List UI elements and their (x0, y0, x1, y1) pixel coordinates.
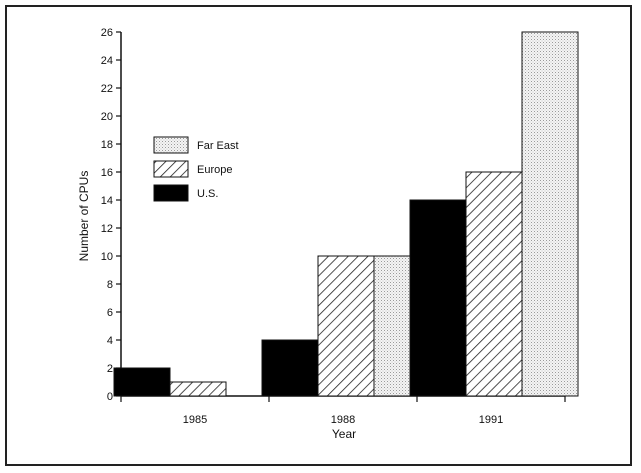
x-axis-title: Year (332, 427, 356, 441)
legend-label: Far East (197, 140, 239, 152)
bar-europe-1988 (317, 255, 375, 397)
y-tick-label: 6 (107, 307, 113, 319)
y-tick-label: 16 (101, 167, 113, 179)
y-tick-label: 18 (101, 139, 113, 151)
legend-swatch (153, 136, 189, 154)
y-tick-label: 14 (101, 195, 113, 207)
y-tick-label: 20 (101, 111, 113, 123)
bar-u-s-1985 (113, 367, 171, 397)
x-tick-label: 1985 (183, 414, 207, 426)
y-tick-label: 8 (107, 279, 113, 291)
y-tick-label: 12 (101, 223, 113, 235)
x-tick-label: 1991 (479, 414, 503, 426)
legend-swatch (153, 160, 189, 178)
bar-far-east-1991 (521, 31, 579, 397)
bar-u-s-1991 (409, 199, 467, 397)
legend-label: U.S. (197, 188, 218, 200)
y-tick-label: 4 (107, 335, 113, 347)
legend: Far East Europe U.S. (153, 136, 239, 202)
y-tick-label: 26 (101, 27, 113, 39)
y-tick-label: 2 (107, 363, 113, 375)
bar-u-s-1988 (261, 339, 319, 397)
legend-swatch (153, 184, 189, 202)
y-tick-label: 22 (101, 83, 113, 95)
legend-label: Europe (197, 164, 232, 176)
y-tick-label: 10 (101, 251, 113, 263)
y-tick-label: 24 (101, 55, 113, 67)
y-axis-title: Number of CPUs (77, 171, 91, 262)
x-tick-label: 1988 (331, 414, 355, 426)
bar-europe-1985 (169, 381, 227, 397)
bars (113, 31, 579, 397)
bar-europe-1991 (465, 171, 523, 397)
y-tick-label: 0 (107, 391, 113, 403)
